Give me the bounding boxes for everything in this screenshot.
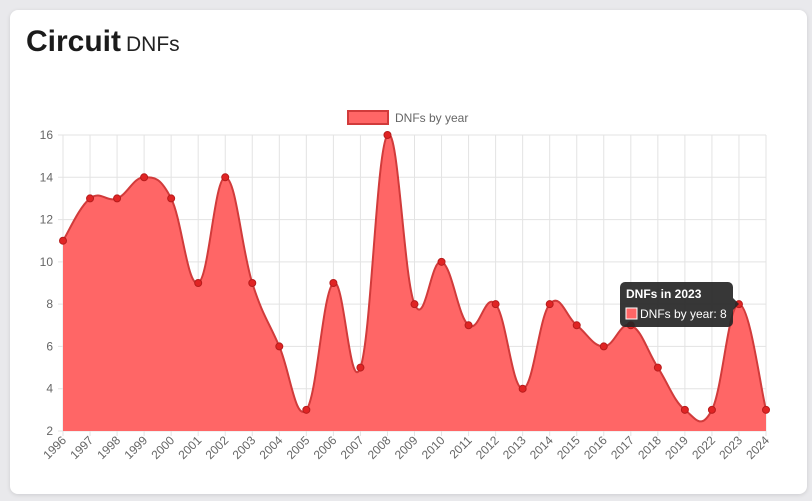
x-tick-label: 2006 bbox=[311, 433, 340, 462]
legend[interactable]: DNFs by year bbox=[347, 110, 468, 125]
data-point-2001[interactable] bbox=[194, 279, 203, 287]
data-points[interactable] bbox=[59, 131, 770, 414]
tooltip-label: DNFs by year: 8 bbox=[640, 307, 727, 321]
data-point-2012[interactable] bbox=[491, 300, 500, 309]
data-point-2005[interactable] bbox=[302, 405, 311, 414]
data-point-1998[interactable] bbox=[113, 194, 122, 203]
data-point-2004[interactable] bbox=[275, 342, 284, 351]
data-point-2002[interactable] bbox=[221, 173, 230, 182]
title-sub: DNFs bbox=[126, 33, 180, 56]
x-tick-label: 2001 bbox=[176, 433, 205, 462]
legend-label: DNFs by year bbox=[395, 111, 468, 125]
x-tick-label: 2011 bbox=[447, 433, 475, 461]
data-point-2011[interactable] bbox=[464, 321, 473, 330]
x-tick-label: 2023 bbox=[716, 433, 745, 462]
data-point-2010[interactable] bbox=[437, 257, 446, 266]
x-tick-label: 2013 bbox=[500, 433, 529, 462]
data-point-2008[interactable] bbox=[383, 131, 392, 139]
x-tick-label: 2014 bbox=[527, 433, 556, 462]
data-point-2000[interactable] bbox=[167, 194, 176, 203]
x-tick-label: 2019 bbox=[662, 433, 691, 462]
data-point-2009[interactable] bbox=[410, 300, 419, 309]
data-point-2022[interactable] bbox=[707, 405, 716, 414]
data-point-2019[interactable] bbox=[680, 405, 689, 414]
x-axis: 1996199719981999200020012002200320042005… bbox=[40, 433, 772, 462]
x-tick-label: 1999 bbox=[121, 433, 150, 462]
data-point-2013[interactable] bbox=[518, 384, 527, 393]
x-tick-label: 2015 bbox=[554, 433, 583, 462]
legend-swatch bbox=[347, 110, 389, 125]
tooltip: DNFs in 2023 DNFs by year: 8 bbox=[620, 282, 739, 327]
x-tick-label: 2008 bbox=[365, 433, 394, 462]
y-tick-label: 8 bbox=[46, 297, 53, 311]
x-tick-label: 2017 bbox=[608, 433, 637, 462]
y-tick-label: 4 bbox=[46, 382, 53, 396]
data-point-2014[interactable] bbox=[545, 300, 554, 309]
page-title: Circuit DNFs bbox=[26, 24, 180, 63]
y-axis: 2 4 6 8 10 12 14 16 bbox=[40, 128, 54, 438]
data-point-2007[interactable] bbox=[356, 363, 365, 372]
title-main: Circuit bbox=[26, 25, 122, 58]
data-point-2016[interactable] bbox=[599, 342, 608, 351]
y-tick-label: 6 bbox=[46, 339, 53, 353]
x-tick-label: 2010 bbox=[419, 433, 448, 462]
x-tick-label: 1998 bbox=[94, 433, 123, 462]
y-tick-label: 2 bbox=[46, 424, 53, 438]
data-point-2024[interactable] bbox=[762, 405, 770, 414]
y-tick-label: 14 bbox=[40, 170, 54, 184]
x-tick-label: 2000 bbox=[148, 433, 177, 462]
data-point-1999[interactable] bbox=[140, 173, 149, 182]
x-tick-label: 2005 bbox=[284, 433, 313, 462]
x-tick-label: 2009 bbox=[392, 433, 421, 462]
data-point-2015[interactable] bbox=[572, 321, 581, 330]
tooltip-background bbox=[620, 282, 733, 327]
area-fill bbox=[63, 134, 766, 431]
y-tick-label: 12 bbox=[40, 213, 54, 227]
data-point-1997[interactable] bbox=[86, 194, 95, 203]
x-tick-label: 2016 bbox=[581, 433, 610, 462]
x-tick-label: 2018 bbox=[635, 433, 664, 462]
x-tick-label: 1996 bbox=[40, 433, 69, 462]
tooltip-caret bbox=[733, 298, 739, 310]
x-tick-label: 2007 bbox=[338, 433, 367, 462]
data-point-2006[interactable] bbox=[329, 279, 338, 287]
data-point-2003[interactable] bbox=[248, 279, 257, 287]
data-point-2018[interactable] bbox=[653, 363, 662, 372]
x-tick-label: 2024 bbox=[743, 433, 772, 462]
x-tick-label: 2002 bbox=[203, 433, 232, 462]
data-point-1996[interactable] bbox=[59, 236, 67, 245]
x-tick-label: 2003 bbox=[230, 433, 259, 462]
tooltip-title: DNFs in 2023 bbox=[626, 287, 702, 301]
x-tick-label: 2022 bbox=[689, 433, 718, 462]
x-tick-label: 2004 bbox=[257, 433, 286, 462]
y-tick-label: 16 bbox=[40, 128, 54, 142]
x-tick-label: 2012 bbox=[473, 433, 502, 462]
x-tick-label: 1997 bbox=[67, 433, 96, 462]
y-tick-label: 10 bbox=[40, 255, 54, 269]
tooltip-swatch bbox=[625, 307, 638, 320]
